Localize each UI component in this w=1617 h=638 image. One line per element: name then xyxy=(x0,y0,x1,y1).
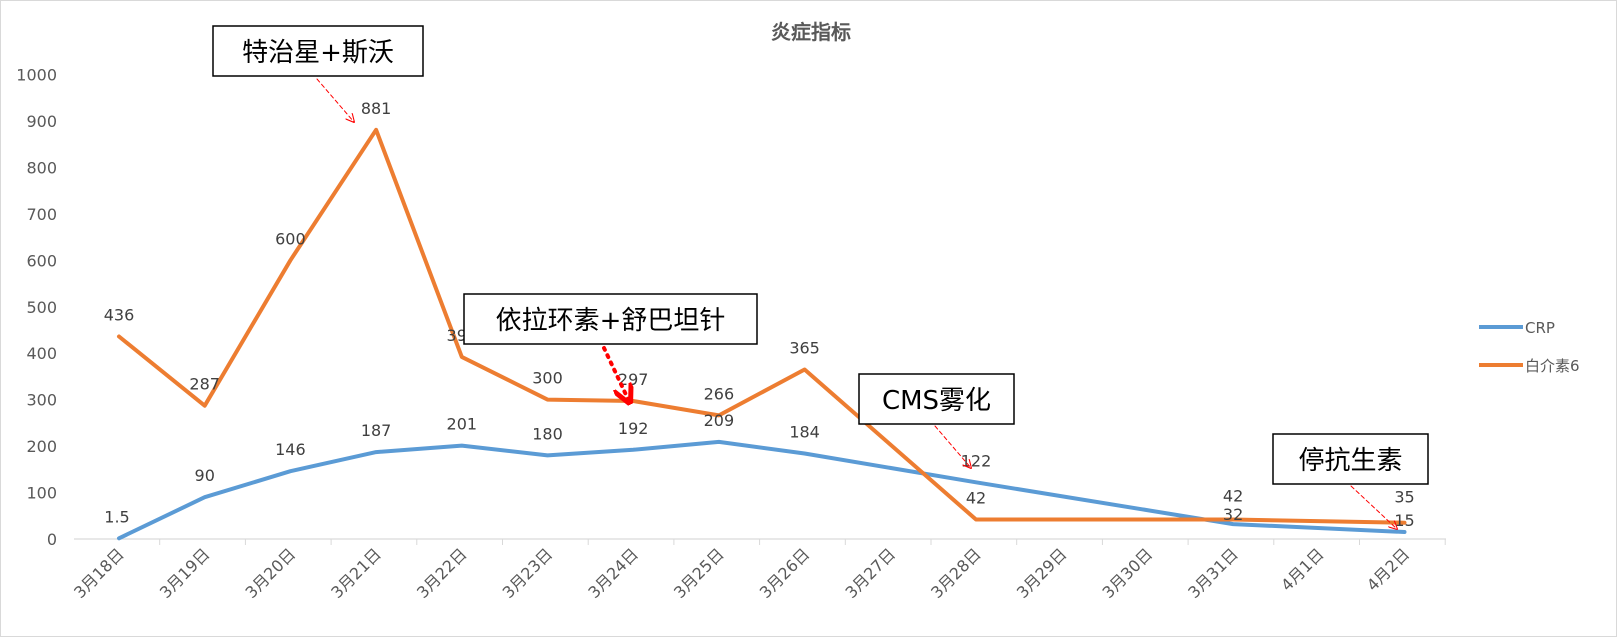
x-tick-label: 3月28日 xyxy=(927,544,985,602)
series-layer xyxy=(117,127,1407,541)
x-tick-label: 3月19日 xyxy=(156,544,214,602)
data-label-il6: 266 xyxy=(704,384,735,403)
annotation-text: 依拉环素+舒巴坦针 xyxy=(496,306,726,336)
x-tick-label: 3月29日 xyxy=(1013,544,1071,602)
data-label-crp: 32 xyxy=(1223,505,1243,524)
data-label-il6: 600 xyxy=(275,229,306,248)
data-label-il6: 35 xyxy=(1394,488,1414,507)
data-label-il6: 881 xyxy=(361,99,392,118)
x-tick-label: 4月2日 xyxy=(1363,544,1413,594)
series-line-crp xyxy=(117,439,1407,541)
x-tick-label: 4月1日 xyxy=(1277,544,1327,594)
data-label-il6: 287 xyxy=(189,375,220,394)
annotation-box xyxy=(1272,433,1429,485)
y-tick-label: 400 xyxy=(26,344,57,363)
legend: CRP 白介素6 xyxy=(1479,319,1580,375)
x-tick-label: 3月24日 xyxy=(584,544,642,602)
data-label-crp: 180 xyxy=(532,424,563,443)
data-label-crp: 184 xyxy=(789,423,820,442)
annotation-text: 停抗生素 xyxy=(1298,446,1402,476)
data-label-il6: 42 xyxy=(1223,486,1243,505)
y-tick-label: 200 xyxy=(26,437,57,456)
y-tick-label: 300 xyxy=(26,391,57,410)
x-tick-label: 3月22日 xyxy=(413,544,471,602)
data-label-crp: 90 xyxy=(195,466,215,485)
x-tick-label: 3月18日 xyxy=(70,544,128,602)
data-label-crp: 187 xyxy=(361,421,392,440)
y-tick-label: 600 xyxy=(26,251,57,270)
y-tick-label: 800 xyxy=(26,158,57,177)
y-tick-label: 0 xyxy=(47,530,57,549)
x-tick-label: 3月21日 xyxy=(327,544,385,602)
data-label-crp: 201 xyxy=(447,415,478,434)
x-tick-label: 3月25日 xyxy=(670,544,728,602)
data-label-il6: 42 xyxy=(966,488,986,507)
x-tick-label: 3月20日 xyxy=(242,544,300,602)
data-label-crp: 15 xyxy=(1394,511,1414,530)
x-tick-label: 3月26日 xyxy=(756,544,814,602)
y-tick-label: 100 xyxy=(26,484,57,503)
annotation-2: 依拉环素+舒巴坦针 xyxy=(463,293,758,399)
data-label-crp: 209 xyxy=(704,411,735,430)
annotation-3: CMS雾化 xyxy=(858,373,1015,468)
annotation-4: 停抗生素 xyxy=(1272,433,1429,529)
data-label-crp: 192 xyxy=(618,419,649,438)
y-tick-label: 1000 xyxy=(16,66,57,85)
annotation-text: CMS雾化 xyxy=(882,386,991,416)
annotation-text: 特治星+斯沃 xyxy=(242,38,394,68)
x-tick-label: 3月30日 xyxy=(1099,544,1157,602)
data-label-il6: 300 xyxy=(532,369,563,388)
x-tick-label: 3月27日 xyxy=(841,544,899,602)
data-label-il6: 436 xyxy=(104,305,135,324)
annotation-box xyxy=(463,293,758,345)
annotation-arrow xyxy=(316,78,354,122)
annotation-box xyxy=(212,25,424,77)
annotation-arrow xyxy=(1350,485,1397,529)
x-tick-label: 3月23日 xyxy=(499,544,557,602)
legend-label: CRP xyxy=(1525,319,1555,337)
annotation-box xyxy=(858,373,1015,425)
y-tick-label: 500 xyxy=(26,298,57,317)
annotation-1: 特治星+斯沃 xyxy=(212,25,424,122)
y-tick-label: 900 xyxy=(26,112,57,131)
data-label-crp: 1.5 xyxy=(104,507,129,526)
chart-title: 炎症指标 xyxy=(771,20,851,44)
series-line-il6 xyxy=(117,127,1407,525)
x-tick-label: 3月31日 xyxy=(1184,544,1242,602)
annotation-arrow xyxy=(934,425,971,468)
legend-label: 白介素6 xyxy=(1525,357,1580,375)
data-label-crp: 146 xyxy=(275,440,306,459)
data-label-il6: 365 xyxy=(789,338,820,357)
y-tick-label: 700 xyxy=(26,205,57,224)
annotation-arrow xyxy=(602,346,628,399)
